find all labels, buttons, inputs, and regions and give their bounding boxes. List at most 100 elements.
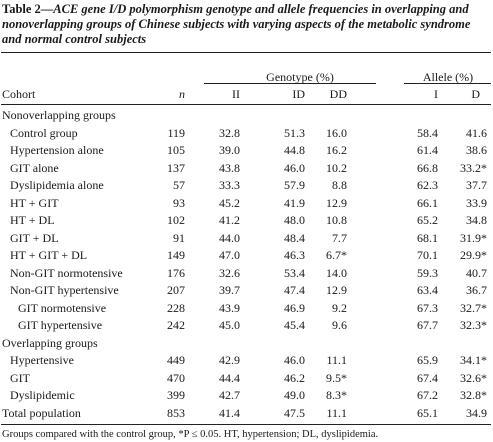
allele-rule — [404, 83, 491, 84]
row-label: HT + GIT — [10, 195, 59, 210]
cell-ii: 33.3 — [219, 178, 240, 192]
cell-dd: 9.2 — [332, 300, 347, 315]
cell-ii: 41.4 — [219, 405, 240, 420]
table-label: Table 2— — [2, 2, 54, 16]
cell-i: 58.4 — [417, 125, 438, 140]
cell-n: 105 — [167, 143, 185, 157]
cell-i: 65.1 — [417, 405, 438, 420]
cell-i: 65.2 — [417, 213, 438, 227]
cell-d: 32.7* — [460, 300, 487, 315]
cell-d: 32.3* — [460, 318, 487, 332]
row-label: GIT normotensive — [18, 300, 107, 315]
section-heading: Nonoverlapping groups — [2, 108, 116, 122]
row-label: HT + GIT + DL — [10, 248, 88, 262]
header-rule — [1, 104, 491, 105]
col-header-cohort: Cohort — [2, 87, 36, 101]
cell-id: 49.0 — [284, 388, 305, 402]
cell-d: 29.9* — [460, 248, 487, 262]
cell-id: 53.4 — [284, 265, 305, 280]
cell-dd: 8.8 — [332, 178, 347, 192]
cell-d: 34.9 — [466, 405, 487, 420]
cell-id: 51.3 — [284, 125, 305, 140]
cell-ii: 32.8 — [219, 125, 240, 140]
cell-n: 57 — [173, 178, 185, 192]
row-label: Non-GIT hypertensive — [10, 283, 119, 297]
cell-n: 399 — [167, 388, 185, 402]
table-caption: Table 2—ACE gene I/D polymorphism genoty… — [2, 2, 488, 47]
cell-d: 34.1* — [460, 353, 487, 367]
cell-ii: 44.4 — [219, 370, 240, 385]
cell-i: 67.4 — [417, 370, 438, 385]
cell-d: 38.6 — [466, 143, 487, 157]
cell-ii: 43.9 — [219, 300, 240, 315]
cell-d: 31.9* — [460, 230, 487, 245]
cell-ii: 43.8 — [219, 160, 240, 175]
genotype-group-header: Genotype (%) — [266, 70, 334, 84]
cell-id: 46.0 — [284, 353, 305, 367]
cell-n: 93 — [173, 195, 185, 210]
cell-i: 67.2 — [417, 388, 438, 402]
cell-ii: 41.2 — [219, 213, 240, 227]
cell-d: 34.8 — [466, 213, 487, 227]
table-footnote: Groups compared with the control group, … — [2, 429, 379, 440]
cell-n: 228 — [167, 300, 185, 315]
cell-ii: 42.9 — [219, 353, 240, 367]
cell-d: 33.9 — [466, 195, 487, 210]
cell-n: 242 — [167, 318, 185, 332]
cell-n: 449 — [167, 353, 185, 367]
top-rule — [1, 52, 491, 54]
cell-i: 59.3 — [417, 265, 438, 280]
col-header-dd: DD — [329, 87, 347, 101]
row-label: Dyslipidemic — [10, 388, 75, 402]
cell-d: 41.6 — [466, 125, 487, 140]
cell-id: 48.0 — [284, 213, 305, 227]
col-header-n: n — [179, 87, 185, 101]
cell-dd: 11.1 — [326, 405, 347, 420]
row-label: Hypertensive — [10, 353, 74, 367]
cell-n: 119 — [167, 125, 185, 140]
genotype-rule — [204, 83, 376, 84]
row-label: Non-GIT normotensive — [10, 265, 123, 280]
cell-ii: 42.7 — [219, 388, 240, 402]
bottom-rule — [1, 424, 491, 425]
cell-i: 67.7 — [417, 318, 438, 332]
cell-i: 68.1 — [417, 230, 438, 245]
cell-ii: 45.0 — [219, 318, 240, 332]
cell-ii: 44.0 — [219, 230, 240, 245]
cell-i: 70.1 — [417, 248, 438, 262]
cell-id: 46.9 — [284, 300, 305, 315]
cell-dd: 9.5* — [326, 370, 347, 385]
row-label: Total population — [2, 405, 81, 420]
row-label: GIT hypertensive — [18, 318, 103, 332]
cell-d: 36.7 — [466, 283, 487, 297]
cell-ii: 39.0 — [219, 143, 240, 157]
cell-i: 66.8 — [417, 160, 438, 175]
cell-id: 47.5 — [284, 405, 305, 420]
cell-d: 32.8* — [460, 388, 487, 402]
cell-i: 61.4 — [417, 143, 438, 157]
cell-ii: 32.6 — [219, 265, 240, 280]
cell-id: 45.4 — [284, 318, 305, 332]
cell-n: 102 — [167, 213, 185, 227]
row-label: Control group — [10, 125, 78, 140]
cell-d: 33.2* — [460, 160, 487, 175]
row-label: GIT — [10, 370, 30, 385]
cell-n: 149 — [167, 248, 185, 262]
row-label: Dyslipidemia alone — [10, 178, 104, 192]
cell-i: 62.3 — [417, 178, 438, 192]
cell-dd: 10.8 — [326, 213, 347, 227]
cell-dd: 12.9 — [326, 195, 347, 210]
cell-d: 32.6* — [460, 370, 487, 385]
row-label: Hypertension alone — [10, 143, 104, 157]
cell-dd: 10.2 — [326, 160, 347, 175]
cell-id: 41.9 — [284, 195, 305, 210]
cell-ii: 45.2 — [219, 195, 240, 210]
cell-n: 137 — [167, 160, 185, 175]
col-header-d: D — [471, 87, 480, 101]
cell-n: 176 — [167, 265, 185, 280]
cell-dd: 7.7 — [332, 230, 347, 245]
cell-n: 470 — [167, 370, 185, 385]
cell-id: 47.4 — [284, 283, 305, 297]
cell-id: 46.0 — [284, 160, 305, 175]
cell-dd: 8.3* — [326, 388, 347, 402]
